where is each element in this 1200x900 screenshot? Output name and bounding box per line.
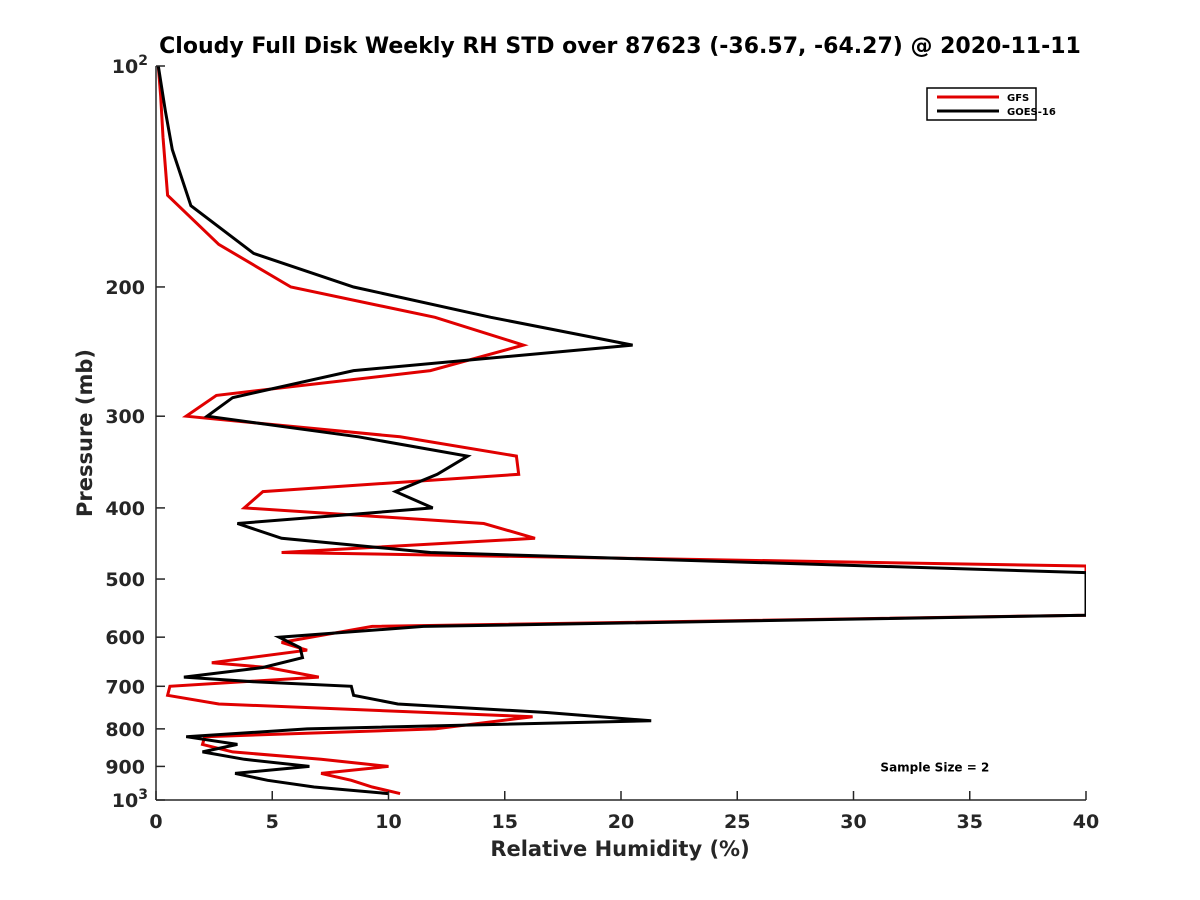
y-tick-label: 500	[105, 569, 145, 591]
legend-label: GFS	[1007, 93, 1029, 104]
chart-title: Cloudy Full Disk Weekly RH STD over 8762…	[159, 34, 1081, 59]
sample-size-annotation: Sample Size = 2	[880, 760, 989, 774]
y-tick-label: 700	[105, 676, 145, 698]
axes-layer: 0 5 10 15 20 25 30 35 40 102 200 300 400 500 600 700 800…	[105, 53, 1099, 833]
x-tick-label: 40	[1073, 811, 1099, 833]
y-tick-label: 300	[105, 406, 145, 428]
x-tick-label: 35	[957, 811, 983, 833]
series-line-gfs	[156, 66, 1086, 796]
x-tick-label: 25	[724, 811, 750, 833]
x-tick-label: 10	[375, 811, 401, 833]
legend-label: GOES-16	[1007, 107, 1056, 118]
x-tick-label: 15	[492, 811, 518, 833]
y-tick-label: 200	[105, 277, 145, 299]
y-tick-label: 103	[112, 787, 148, 812]
series-layer	[156, 66, 1086, 796]
x-tick-label: 5	[266, 811, 279, 833]
x-tick-label: 30	[840, 811, 866, 833]
y-tick-label: 800	[105, 719, 145, 741]
y-tick-label: 900	[105, 756, 145, 778]
x-tick-label: 0	[149, 811, 162, 833]
y-tick-label: 102	[112, 53, 148, 78]
legend-box	[926, 87, 1037, 121]
x-axis-label: Relative Humidity (%)	[490, 837, 749, 861]
y-axis-label: Pressure (mb)	[73, 349, 97, 517]
series-line-goes-16	[156, 66, 1086, 796]
x-tick-label: 20	[608, 811, 634, 833]
y-tick-label: 400	[105, 498, 145, 520]
legend: GFS GOES-16	[926, 87, 1056, 121]
y-tick-label: 600	[105, 627, 145, 649]
